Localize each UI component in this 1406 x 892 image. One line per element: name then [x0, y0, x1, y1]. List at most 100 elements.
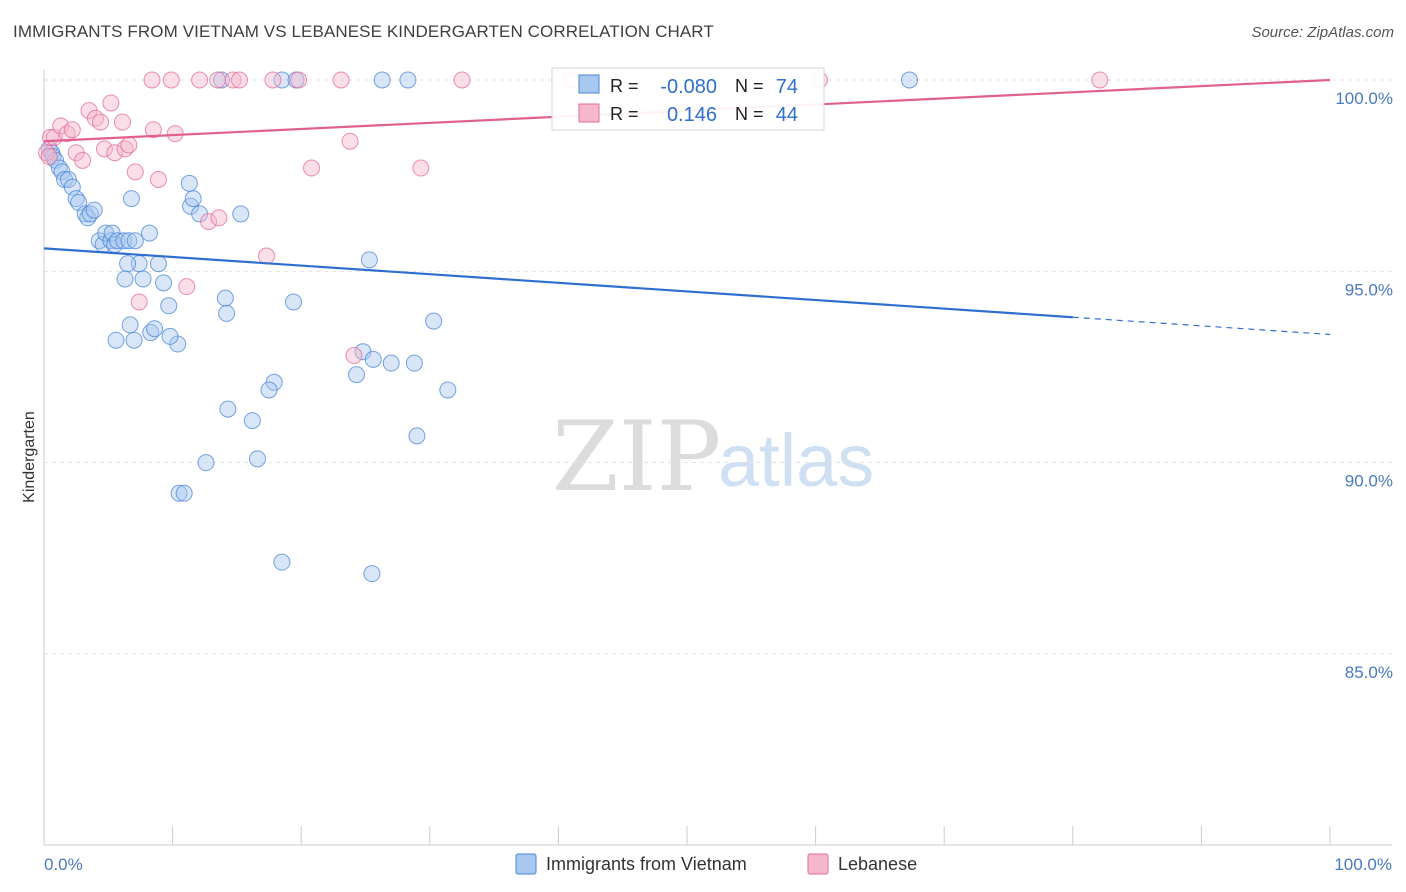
point-lebanese [102, 94, 120, 112]
point-vietnam [216, 289, 234, 307]
point-lebanese [166, 125, 184, 143]
point-vietnam [115, 232, 133, 250]
point-lebanese [290, 71, 308, 89]
point-vietnam [161, 327, 179, 345]
point-lebanese [191, 71, 209, 89]
point-lebanese [143, 71, 161, 89]
point-vietnam [248, 450, 266, 468]
point-lebanese [162, 71, 180, 89]
point-vietnam [134, 270, 152, 288]
point-vietnam [175, 484, 193, 502]
point-lebanese [1091, 71, 1109, 89]
point-lebanese [332, 71, 350, 89]
y-tick-label: 100.0% [1335, 89, 1393, 108]
point-vietnam [284, 293, 302, 311]
trend-line-vietnam [43, 247, 1073, 319]
point-lebanese [200, 213, 218, 231]
point-vietnam [273, 71, 291, 89]
point-vietnam [197, 454, 215, 472]
y-tick-label: 95.0% [1345, 280, 1393, 299]
point-vietnam [149, 255, 167, 273]
point-lebanese [210, 209, 228, 227]
stat-r-label-pink: R = [610, 104, 639, 124]
y-tick-label: 90.0% [1345, 472, 1393, 491]
y-tick-label: 85.0% [1345, 663, 1393, 682]
point-vietnam [119, 255, 137, 273]
point-vietnam [399, 71, 417, 89]
point-lebanese [341, 132, 359, 150]
point-lebanese [264, 71, 282, 89]
stat-n-label-pink: N = [735, 104, 764, 124]
point-lebanese [95, 140, 113, 158]
point-vietnam [140, 224, 158, 242]
point-vietnam [219, 400, 237, 418]
point-vietnam [439, 381, 457, 399]
point-vietnam [85, 201, 103, 219]
point-vietnam [63, 178, 81, 196]
stat-r-value-pink: 0.146 [667, 104, 717, 126]
point-lebanese [302, 159, 320, 177]
point-lebanese [120, 136, 138, 154]
point-lebanese [209, 71, 227, 89]
bottom-legend-swatch-vietnam [515, 853, 537, 875]
point-lebanese [63, 121, 81, 139]
point-vietnam [382, 354, 400, 372]
point-vietnam [243, 412, 261, 430]
bottom-legend: Immigrants from Vietnam Lebanese [515, 853, 917, 875]
point-lebanese [144, 121, 162, 139]
stat-n-value-blue: 74 [776, 76, 798, 98]
point-vietnam [120, 232, 138, 250]
point-lebanese [345, 347, 363, 365]
point-vietnam [900, 71, 918, 89]
trend-line-vietnam-extension [1072, 316, 1331, 336]
point-vietnam [125, 331, 143, 349]
series-vietnam-points [40, 71, 918, 583]
legend-swatch-blue [578, 74, 600, 94]
point-vietnam [212, 71, 230, 89]
bottom-legend-label-lebanese: Lebanese [838, 854, 917, 874]
x-tick-label-max: 100.0% [1334, 855, 1392, 874]
point-vietnam [373, 71, 391, 89]
stat-r-label-blue: R = [610, 76, 639, 96]
x-tick-label-min: 0.0% [44, 855, 83, 874]
point-vietnam [408, 427, 426, 445]
point-vietnam [160, 297, 178, 315]
point-lebanese [412, 159, 430, 177]
point-lebanese [130, 293, 148, 311]
bottom-legend-label-vietnam: Immigrants from Vietnam [546, 854, 747, 874]
x-ticks [172, 826, 1331, 845]
point-vietnam [155, 274, 173, 292]
bottom-legend-swatch-lebanese [807, 853, 829, 875]
watermark-atlas: atlas [718, 419, 874, 502]
point-lebanese [74, 151, 92, 169]
point-lebanese [149, 170, 167, 188]
point-lebanese [126, 163, 144, 181]
y-axis-label: Kindergarten [21, 411, 38, 503]
point-vietnam [232, 205, 250, 223]
point-vietnam [108, 232, 126, 250]
source-label: Source: ZipAtlas.com [1251, 24, 1394, 41]
point-vietnam [107, 331, 125, 349]
point-vietnam [273, 553, 291, 571]
stat-n-label-blue: N = [735, 76, 764, 96]
point-vietnam [425, 312, 443, 330]
point-vietnam [260, 381, 278, 399]
watermark-zip: ZIP [552, 401, 721, 513]
point-vietnam [405, 354, 423, 372]
stat-r-value-blue: -0.080 [660, 76, 717, 98]
point-vietnam [122, 190, 140, 208]
point-vietnam [170, 484, 188, 502]
point-lebanese [106, 144, 124, 162]
stats-legend: R = -0.080 N = 74 R = 0.146 N = 44 [551, 67, 825, 131]
point-vietnam [121, 316, 139, 334]
legend-swatch-pink [578, 103, 600, 123]
gridlines [44, 79, 1392, 655]
point-lebanese [257, 247, 275, 265]
point-vietnam [218, 304, 236, 322]
point-lebanese [178, 278, 196, 296]
point-vietnam [364, 350, 382, 368]
point-vietnam [360, 251, 378, 269]
point-vietnam [59, 170, 77, 188]
point-vietnam [184, 190, 202, 208]
